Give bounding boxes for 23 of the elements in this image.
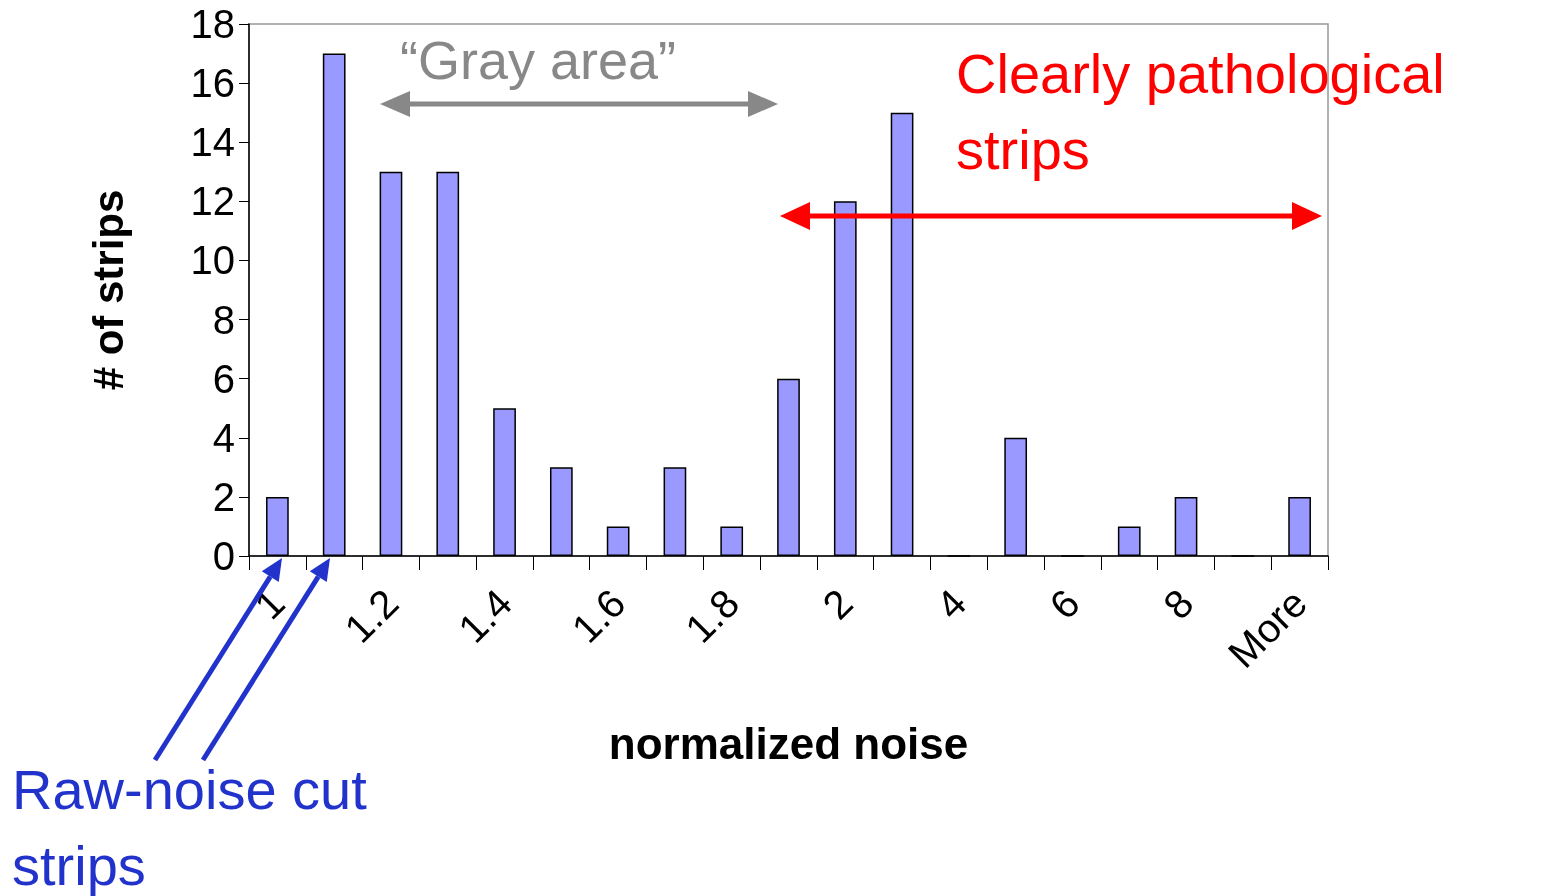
y-tick-label: 16 — [190, 61, 235, 106]
y-tick-label: 0 — [212, 534, 235, 578]
annotation: Clearly pathological strips — [956, 41, 1446, 184]
y-axis-title: # of strips — [84, 189, 132, 391]
x-tick-label: 1.4 — [449, 580, 521, 651]
x-tick-label: 8 — [1154, 580, 1202, 628]
x-tick-label: 1.8 — [676, 580, 748, 651]
annotation: “Gray area” — [400, 29, 678, 92]
x-axis-title: normalized noise — [608, 718, 969, 768]
y-tick-label: 12 — [190, 179, 235, 224]
y-tick-label: 6 — [212, 356, 235, 401]
y-tick-label: 2 — [212, 474, 235, 519]
x-tick-label: 1 — [246, 580, 293, 628]
y-tick-label: 10 — [190, 238, 235, 283]
x-tick-label: 2 — [814, 580, 861, 628]
x-tick-label: 6 — [1041, 580, 1088, 628]
y-tick-label: 18 — [190, 2, 235, 46]
x-tick-label: 4 — [927, 580, 975, 628]
y-tick-label: 8 — [212, 297, 235, 342]
x-tick-label: 1.2 — [336, 580, 407, 651]
y-tick-label: 14 — [190, 120, 235, 165]
y-tick-label: 4 — [212, 415, 235, 460]
x-tick-label: 1.6 — [563, 580, 634, 651]
